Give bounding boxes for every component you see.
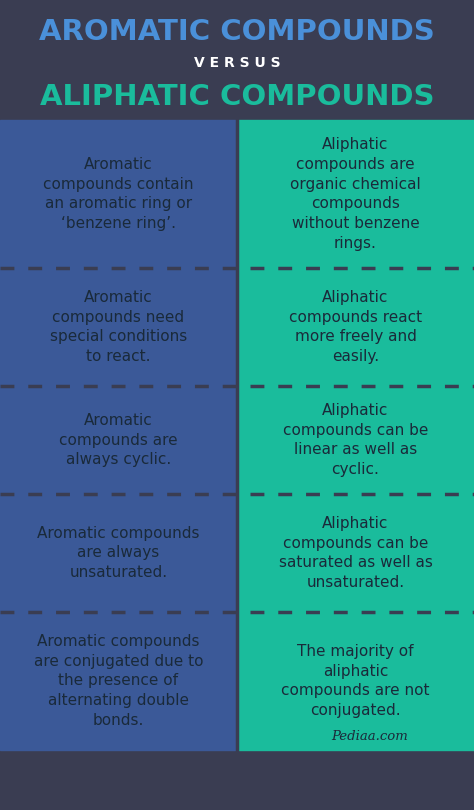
- Bar: [237, 268, 474, 386]
- Bar: [237, 120, 474, 268]
- Bar: [0, 612, 237, 750]
- Text: The majority of
aliphatic
compounds are not
conjugated.: The majority of aliphatic compounds are …: [281, 644, 430, 718]
- Text: Aromatic compounds
are conjugated due to
the presence of
alternating double
bond: Aromatic compounds are conjugated due to…: [34, 634, 203, 728]
- Text: V E R S U S: V E R S U S: [194, 56, 280, 70]
- Bar: [0, 268, 237, 386]
- Text: Aromatic
compounds are
always cyclic.: Aromatic compounds are always cyclic.: [59, 413, 178, 467]
- Text: Aliphatic
compounds react
more freely and
easily.: Aliphatic compounds react more freely an…: [289, 290, 422, 364]
- Text: Aromatic
compounds contain
an aromatic ring or
‘benzene ring’.: Aromatic compounds contain an aromatic r…: [43, 157, 194, 231]
- Text: Aliphatic
compounds can be
linear as well as
cyclic.: Aliphatic compounds can be linear as wel…: [283, 403, 428, 477]
- Bar: [0, 120, 237, 268]
- Bar: [237, 494, 474, 612]
- Text: Aromatic
compounds need
special conditions
to react.: Aromatic compounds need special conditio…: [50, 290, 187, 364]
- Text: Aromatic compounds
are always
unsaturated.: Aromatic compounds are always unsaturate…: [37, 526, 200, 580]
- Text: Pediaa.com: Pediaa.com: [331, 730, 409, 743]
- Bar: [237, 612, 474, 750]
- Bar: [0, 386, 237, 494]
- Text: AROMATIC COMPOUNDS: AROMATIC COMPOUNDS: [39, 18, 435, 46]
- Text: Aliphatic
compounds are
organic chemical
compounds
without benzene
rings.: Aliphatic compounds are organic chemical…: [290, 137, 421, 251]
- Text: Aliphatic
compounds can be
saturated as well as
unsaturated.: Aliphatic compounds can be saturated as …: [279, 516, 432, 590]
- Bar: [0, 494, 237, 612]
- Bar: [0, 0, 474, 120]
- Bar: [237, 386, 474, 494]
- Text: ALIPHATIC COMPOUNDS: ALIPHATIC COMPOUNDS: [40, 83, 434, 111]
